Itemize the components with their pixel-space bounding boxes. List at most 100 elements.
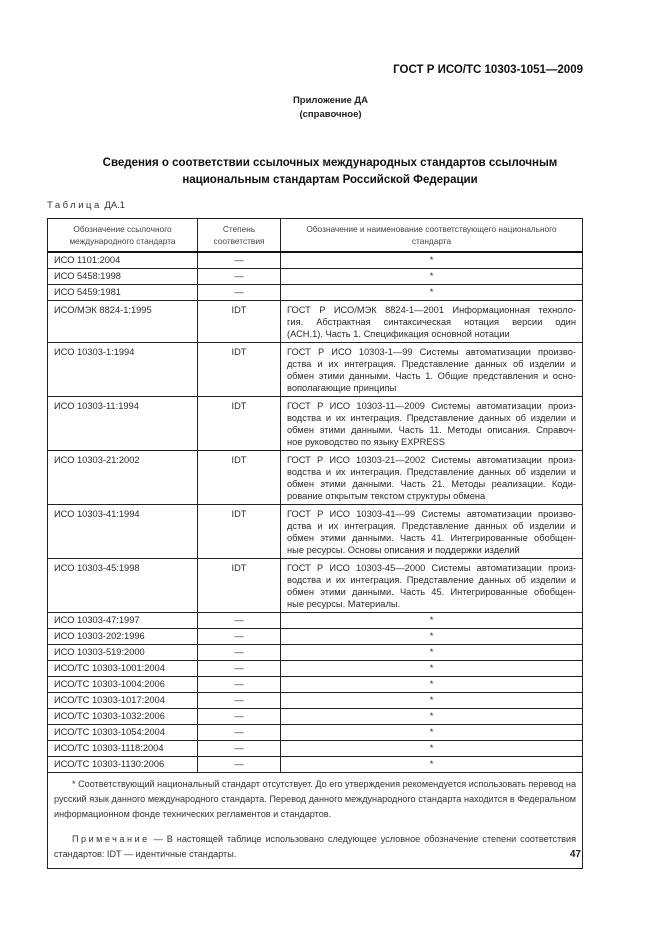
page-number: 47 xyxy=(569,849,581,860)
intl-standard-cell: ИСО 1101:2004 xyxy=(47,251,198,269)
degree-cell: — xyxy=(197,644,281,661)
section-title-line: Сведения о соответствии ссылочных междун… xyxy=(102,157,558,169)
table-footnote-cell: * Соответствующий национальный стандарт … xyxy=(47,772,583,869)
note-label: Примечание xyxy=(72,834,150,844)
intl-standard-cell: ИСО/ТС 10303-1001:2004 xyxy=(47,660,198,677)
national-standard-cell: * xyxy=(280,740,583,757)
national-standard-cell: * xyxy=(280,756,583,773)
section-title: Сведения о соответствии ссылочных междун… xyxy=(60,155,600,189)
correspondence-table: Обозначение ссылочного международного ст… xyxy=(47,218,583,869)
degree-cell: — xyxy=(197,724,281,741)
national-standard-line: * xyxy=(429,615,434,625)
national-standard-line: * xyxy=(429,271,434,281)
table-row: ИСО 10303-41:1994 IDT ГОСТ Р ИСО 10303-41—… xyxy=(47,504,583,559)
appendix-subtitle: (справочное) xyxy=(299,109,362,120)
intl-standard-cell: ИСО/ТС 10303-1130:2006 xyxy=(47,756,198,773)
national-standard-line: вополагающие принципы xyxy=(287,383,397,393)
intl-standard-cell: ИСО/МЭК 8824-1:1995 xyxy=(47,300,198,343)
national-standard-line: дства и их интеграция. Представление дан… xyxy=(287,359,576,369)
national-standard-cell: * xyxy=(280,676,583,693)
national-standard-line: ГОСТ Р ИСО 10303-45—2000 Системы автомат… xyxy=(287,563,576,573)
degree-cell: — xyxy=(197,676,281,693)
degree-cell: — xyxy=(197,756,281,773)
national-standard-line: ные ресурсы. Основы описания и поддержки… xyxy=(287,545,520,555)
national-standard-line: * xyxy=(429,711,434,721)
intl-standard-cell: ИСО 10303-21:2002 xyxy=(47,450,198,505)
table-row: ИСО/ТС 10303-1054:2004— * xyxy=(47,724,583,741)
appendix-title: Приложение ДА xyxy=(292,95,369,106)
national-standard-cell: * xyxy=(280,724,583,741)
degree-cell: — xyxy=(197,268,281,285)
table-note: Примечание — В настоящей таблице использ… xyxy=(54,832,576,862)
degree-cell: — xyxy=(197,660,281,677)
national-standard-line: ГОСТ Р ИСО/МЭК 8824-1—2001 Информационна… xyxy=(287,305,576,315)
table-row: ИСО/ТС 10303-1118:2004— * xyxy=(47,740,583,757)
intl-standard-cell: ИСО/ТС 10303-1032:2006 xyxy=(47,708,198,725)
degree-cell: — xyxy=(197,692,281,709)
intl-standard-cell: ИСО 10303-45:1998 xyxy=(47,558,198,613)
table-row: ИСО/ТС 10303-1017:2004— * xyxy=(47,692,583,709)
national-standard-line: дства и их интеграция. Представление дан… xyxy=(287,521,576,531)
national-standard-line: ное руководство по языку EXPRESS xyxy=(287,437,445,447)
document-number-header: ГОСТ Р ИСО/ТС 10303-1051—2009 xyxy=(393,64,583,76)
degree-cell: IDT xyxy=(197,558,281,613)
national-standard-line: ГОСТ Р ИСО 10303-11—2009 Системы автомат… xyxy=(287,401,576,411)
national-standard-cell: * xyxy=(280,708,583,725)
note-text: — В настоящей таблице использовано следу… xyxy=(54,834,576,859)
national-standard-cell: * xyxy=(280,692,583,709)
national-standard-cell: * xyxy=(280,268,583,285)
table-label-prefix: Таблица xyxy=(47,200,102,211)
degree-cell: IDT xyxy=(197,450,281,505)
national-standard-line: водства и их интеграция. Представление д… xyxy=(287,467,576,477)
intl-standard-cell: ИСО 5459:1981 xyxy=(47,284,198,301)
national-standard-line: * xyxy=(429,287,434,297)
national-standard-line: ГОСТ Р ИСО 10303-41—99 Системы автоматиз… xyxy=(287,509,576,519)
national-standard-line: * xyxy=(429,663,434,673)
table-row: ИСО/МЭК 8824-1:1995 IDT ГОСТ Р ИСО/МЭК 882… xyxy=(47,300,583,343)
national-standard-line: * xyxy=(429,743,434,753)
national-standard-cell: * xyxy=(280,284,583,301)
degree-cell: IDT xyxy=(197,300,281,343)
appendix-heading: Приложение ДА (справочное) xyxy=(0,94,661,122)
national-standard-line: обмен этими данными. Часть 41. Интегриро… xyxy=(287,533,576,543)
national-standard-cell: * xyxy=(280,628,583,645)
intl-standard-cell: ИСО 10303-11:1994 xyxy=(47,396,198,451)
national-standard-cell: ГОСТ Р ИСО 10303-21—2002 Системы автомат… xyxy=(280,450,583,505)
intl-standard-cell: ИСО/ТС 10303-1054:2004 xyxy=(47,724,198,741)
national-standard-line: гия. Абстрактная синтаксическая нотация … xyxy=(287,317,576,327)
intl-standard-cell: ИСО 10303-519:2000 xyxy=(47,644,198,661)
table-row: ИСО 1101:2004— * xyxy=(47,251,583,269)
table-row: ИСО 10303-1:1994 IDT ГОСТ Р ИСО 10303-1—99… xyxy=(47,342,583,397)
degree-cell: — xyxy=(197,740,281,757)
national-standard-line: ГОСТ Р ИСО 10303-1—99 Системы автоматиза… xyxy=(287,347,576,357)
column-header-national: Обозначение и наименование соответствующ… xyxy=(280,218,583,253)
table-row: ИСО/ТС 10303-1130:2006— * xyxy=(47,756,583,773)
intl-standard-cell: ИСО/ТС 10303-1118:2004 xyxy=(47,740,198,757)
degree-cell: IDT xyxy=(197,504,281,559)
national-standard-cell: ГОСТ Р ИСО/МЭК 8824-1—2001 Информационна… xyxy=(280,300,583,343)
national-standard-line: * xyxy=(429,647,434,657)
column-header-degree: Степень соответствия xyxy=(197,218,281,253)
intl-standard-cell: ИСО 10303-1:1994 xyxy=(47,342,198,397)
table-row: ИСО/ТС 10303-1001:2004— * xyxy=(47,660,583,677)
national-standard-cell: ГОСТ Р ИСО 10303-41—99 Системы автоматиз… xyxy=(280,504,583,559)
table-row: ИСО/ТС 10303-1032:2006— * xyxy=(47,708,583,725)
national-standard-line: * xyxy=(429,695,434,705)
table-header-row: Обозначение ссылочного международного ст… xyxy=(47,218,583,253)
national-standard-line: обмен этими данными. Часть 1. Общие пред… xyxy=(287,371,576,381)
degree-cell: IDT xyxy=(197,342,281,397)
degree-cell: — xyxy=(197,251,281,269)
table-row: ИСО 10303-47:1997— * xyxy=(47,612,583,629)
table-row: ИСО 10303-519:2000— * xyxy=(47,644,583,661)
national-standard-line: * xyxy=(429,727,434,737)
degree-cell: — xyxy=(197,284,281,301)
footnote-text: * Соответствующий национальный стандарт … xyxy=(54,779,576,819)
national-standard-cell: * xyxy=(280,660,583,677)
intl-standard-cell: ИСО 10303-47:1997 xyxy=(47,612,198,629)
intl-standard-cell: ИСО 5458:1998 xyxy=(47,268,198,285)
table-row: ИСО 5458:1998— * xyxy=(47,268,583,285)
national-standard-cell: * xyxy=(280,644,583,661)
table-row: ИСО/ТС 10303-1004:2006— * xyxy=(47,676,583,693)
degree-cell: — xyxy=(197,628,281,645)
national-standard-line: (АСН.1). Часть 1. Спецификация основной … xyxy=(287,329,510,339)
